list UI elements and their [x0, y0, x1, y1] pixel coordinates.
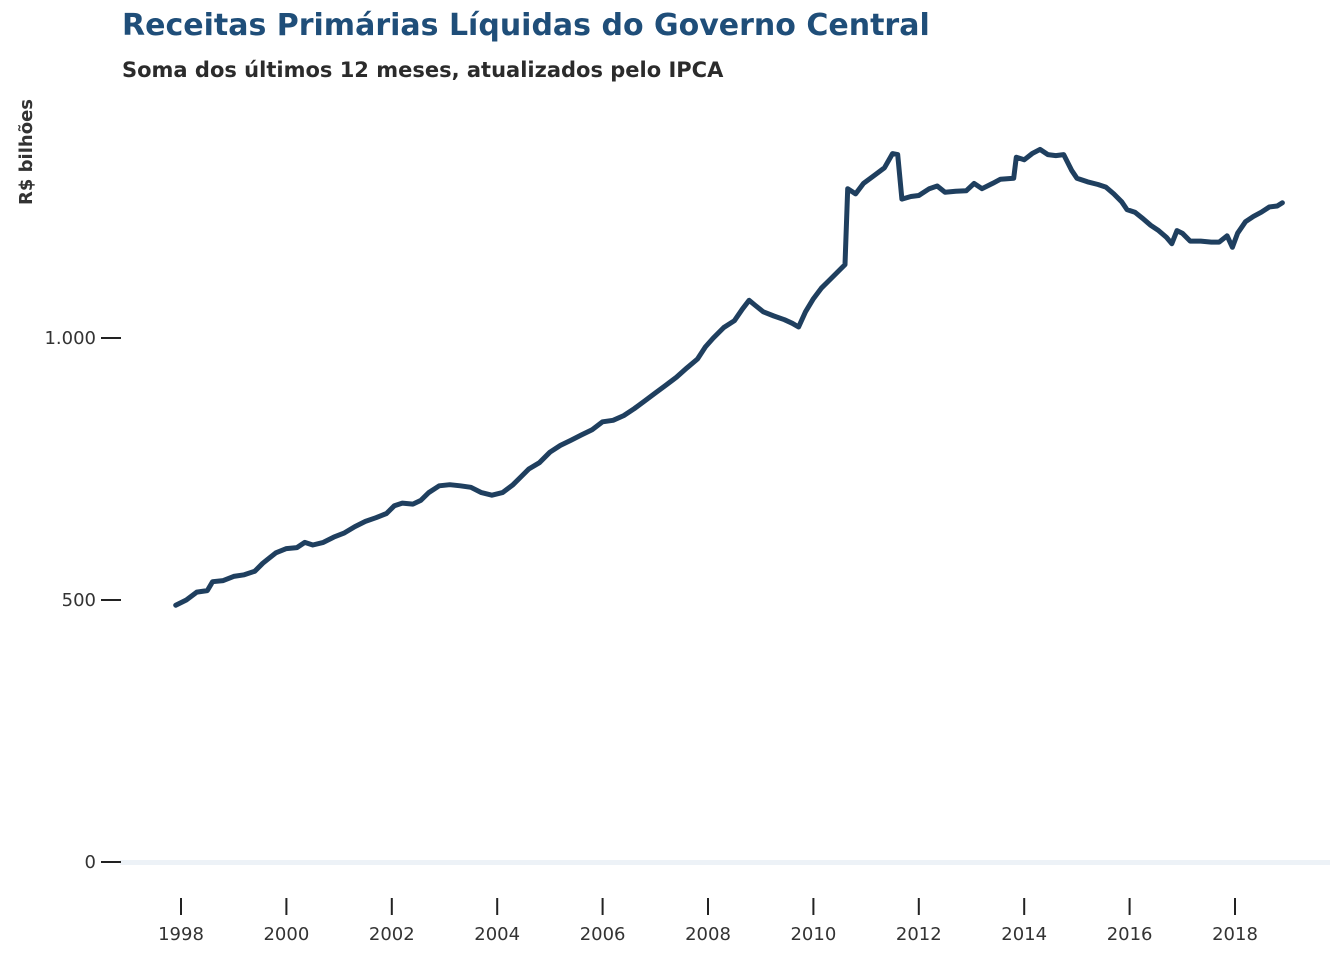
y-axis-label: R$ bilhões [16, 99, 37, 205]
y-tick-label: 500 [62, 590, 96, 611]
x-tick-label: 2002 [369, 924, 415, 945]
chart-title: Receitas Primárias Líquidas do Governo C… [122, 8, 930, 43]
x-tick-label: 2010 [790, 924, 836, 945]
series-group [173, 146, 1285, 608]
series-line [173, 146, 1285, 608]
y-tick-label: 0 [85, 852, 96, 873]
zero-baseline [120, 860, 1330, 865]
x-tick-label: 2012 [896, 924, 942, 945]
y-axis: 0 500 1.000 [44, 328, 1330, 873]
y-tick-label: 1.000 [44, 328, 96, 349]
x-tick-label: 2018 [1212, 924, 1258, 945]
x-tick-label: 1998 [158, 924, 204, 945]
x-tick-label: 2016 [1107, 924, 1153, 945]
x-tick-label: 2014 [1001, 924, 1047, 945]
x-axis: 1998 2000 2002 2004 2006 2008 2010 2012 2014 2016… [158, 898, 1258, 945]
chart-subtitle: Soma dos últimos 12 meses, atualizados p… [122, 58, 724, 82]
x-tick-label: 2008 [685, 924, 731, 945]
x-tick-label: 2000 [263, 924, 309, 945]
x-tick-label: 2004 [474, 924, 520, 945]
x-tick-label: 2006 [580, 924, 626, 945]
